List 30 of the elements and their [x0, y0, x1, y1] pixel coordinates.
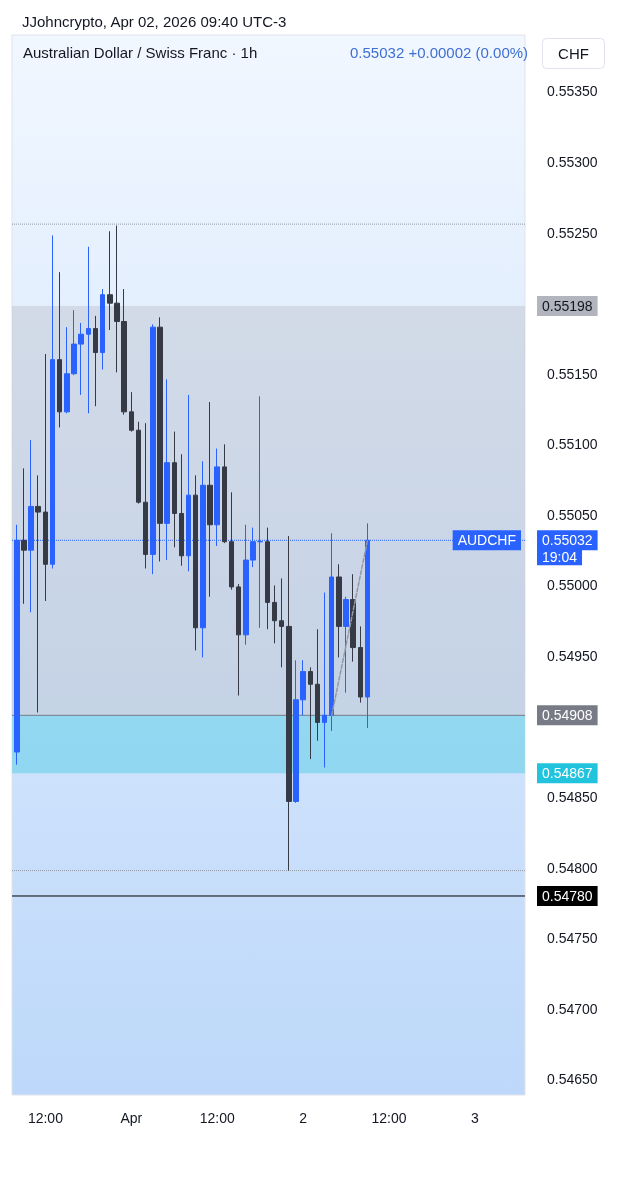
- y-tick-label: 0.54650: [547, 1071, 598, 1088]
- y-tick-label: 0.54700: [547, 1000, 598, 1017]
- x-tick-label: 3: [470, 1110, 479, 1126]
- text: 0.55032 +0.00002 (0.00%): [350, 44, 529, 61]
- x-tick-label: 12:00: [371, 1110, 407, 1126]
- band-label: 0.54867: [542, 765, 593, 782]
- y-tick-label: 0.54800: [547, 859, 598, 876]
- y-tick-label: 0.55050: [547, 506, 598, 523]
- x-tick-label: 12:00: [199, 1110, 235, 1126]
- ref-line-label: 0.55032: [542, 532, 593, 549]
- band-label: 0.55198: [542, 298, 593, 314]
- y-tick-label: 0.54850: [547, 789, 598, 806]
- y-tick-label: 0.55150: [547, 365, 598, 382]
- ref-line-label: 0.54908: [542, 707, 593, 724]
- x-tick-label: Apr: [120, 1110, 143, 1126]
- y-tick-label: 0.54750: [547, 930, 598, 947]
- y-tick-label: 0.55000: [547, 577, 598, 594]
- y-tick-label: 0.55100: [547, 436, 598, 453]
- x-tick-label: 2: [299, 1110, 308, 1126]
- x-tick-label: 12:00: [27, 1110, 64, 1126]
- text: JJohncrypto, Apr 02, 2026 09:40 UTC-3: [22, 13, 287, 30]
- ref-line-label: 0.54780: [542, 887, 593, 904]
- annotation: AUDCHF: [457, 532, 517, 549]
- text: 19:04: [542, 549, 578, 566]
- y-tick-label: 0.55250: [547, 224, 598, 241]
- y-tick-label: 0.55350: [547, 83, 598, 100]
- text: Australian Dollar / Swiss Franc · 1h: [23, 44, 258, 61]
- y-tick-label: 0.54950: [547, 648, 598, 665]
- y-tick-label: 0.55300: [547, 154, 598, 171]
- text: CHF: [558, 45, 589, 62]
